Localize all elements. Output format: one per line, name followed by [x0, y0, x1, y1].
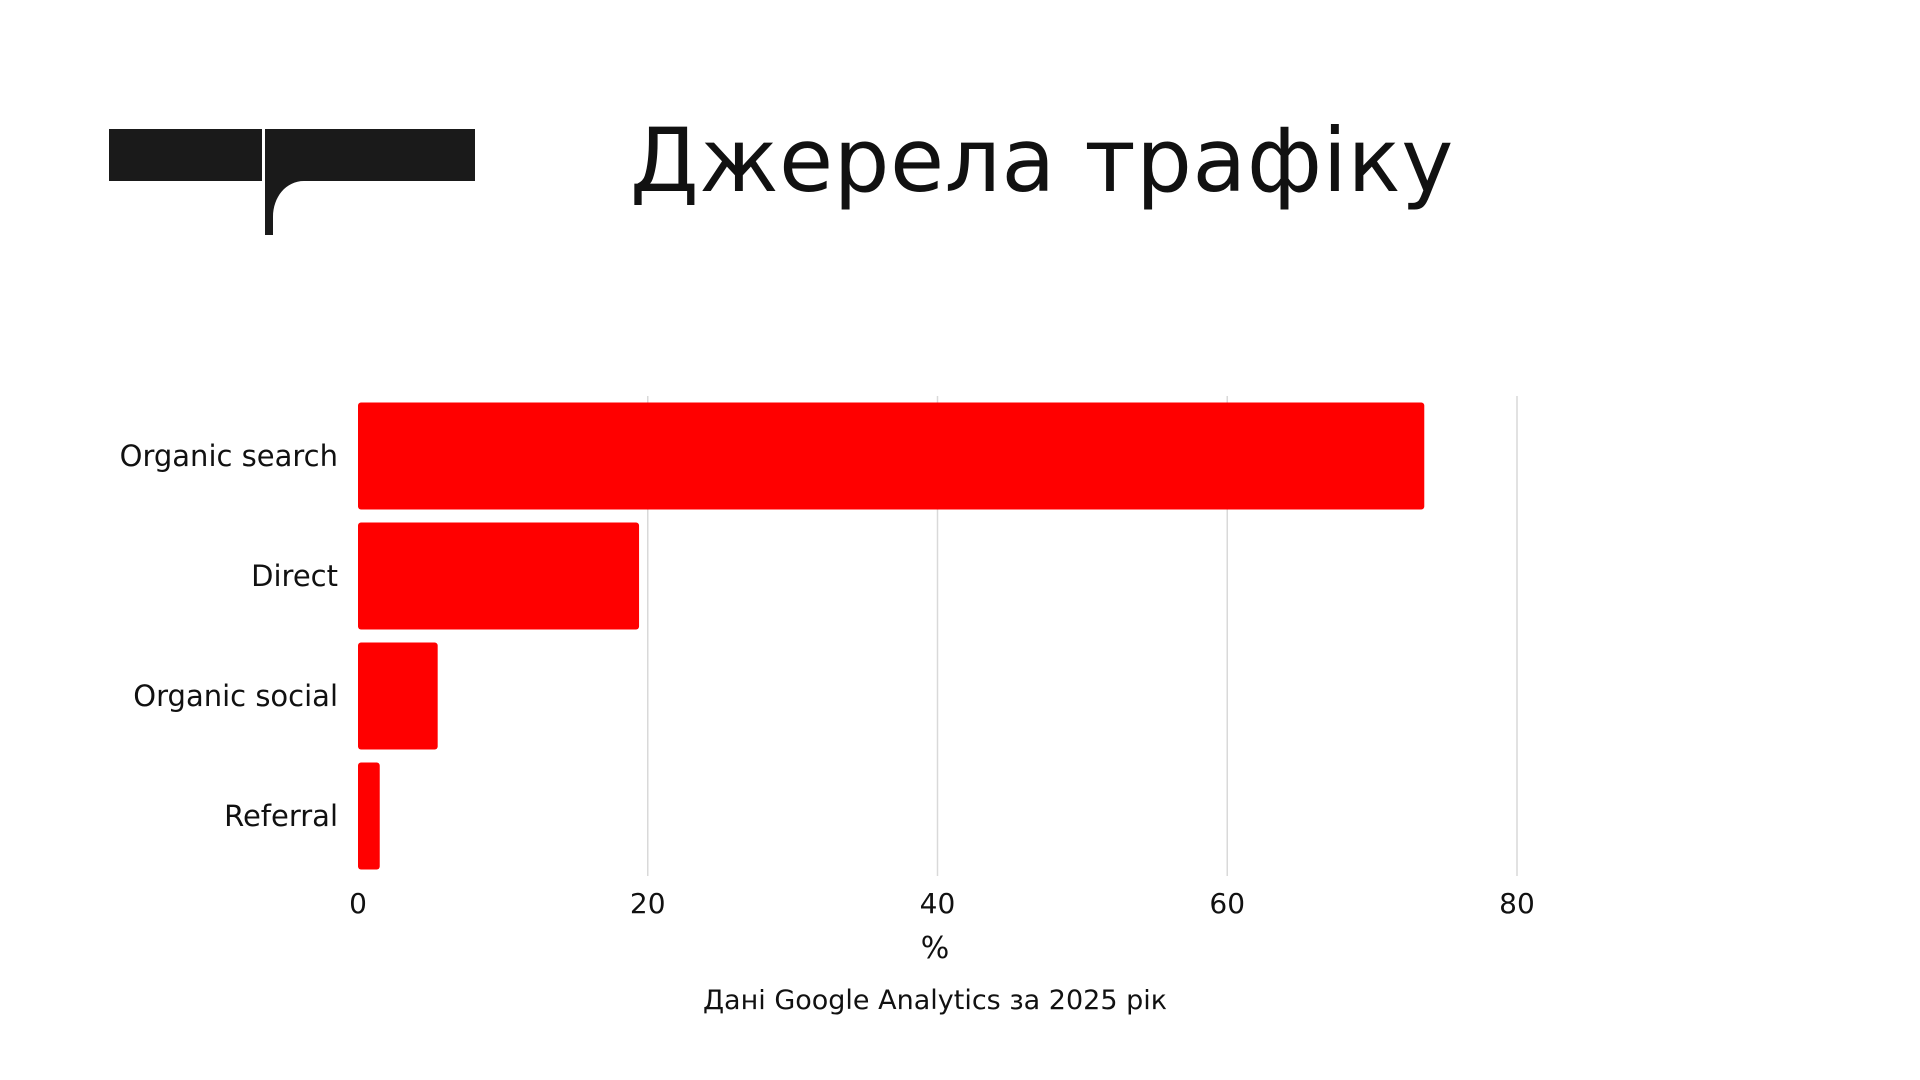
category-label: Organic search — [120, 439, 338, 473]
bar-referral — [358, 762, 380, 870]
x-tick-label: 80 — [1499, 887, 1535, 920]
category-label: Organic social — [133, 679, 338, 713]
bar-direct — [358, 522, 640, 630]
category-label: Direct — [251, 559, 338, 593]
x-axis-title: % — [921, 931, 950, 966]
chart-x-tick-labels: 0 20 40 60 80 — [349, 887, 1535, 920]
x-tick-label: 60 — [1209, 887, 1245, 920]
page-title: Джерела трафіку — [630, 109, 1454, 212]
x-tick-label: 20 — [630, 887, 666, 920]
x-tick-label: 40 — [920, 887, 956, 920]
chart-bars — [358, 402, 1425, 870]
brand-logo-shape — [109, 129, 475, 235]
source-note: Дані Google Analytics за 2025 рік — [702, 985, 1168, 1016]
brand-logo — [109, 129, 475, 235]
category-label: Referral — [224, 799, 338, 833]
bar-organic-search — [358, 402, 1425, 510]
x-tick-label: 0 — [349, 887, 367, 920]
chart-category-labels: Organic search Direct Organic social Referr… — [120, 439, 338, 833]
bar-organic-social — [358, 642, 438, 750]
